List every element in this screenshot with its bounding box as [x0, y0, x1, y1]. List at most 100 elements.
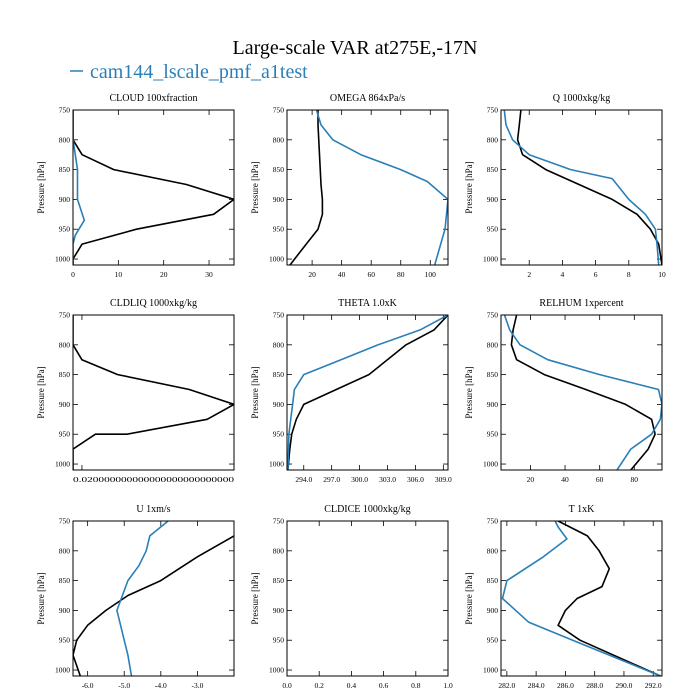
x-tick-label: -4.0	[155, 681, 167, 690]
y-tick-label: 850	[59, 165, 71, 174]
y-tick-label: 1000	[483, 255, 498, 264]
x-tick-label: 6	[594, 270, 598, 279]
x-tick-label: 10	[658, 270, 666, 279]
x-tick-label: 282.0	[498, 681, 515, 690]
series-line-blue	[503, 110, 660, 265]
series-line-blue	[73, 110, 86, 265]
x-tick-label: 100	[425, 270, 437, 279]
x-tick-label: 303.0	[379, 475, 396, 484]
x-tick-label: 0.8	[411, 681, 421, 690]
panel-title: THETA 1.0xK	[338, 298, 397, 309]
x-tick-label: 294.0	[295, 475, 312, 484]
x-tick-label: 20	[527, 475, 535, 484]
series-line-black	[73, 110, 234, 265]
y-tick-label: 800	[273, 546, 285, 555]
y-tick-label: 800	[487, 135, 499, 144]
x-tick-label: 309.0	[435, 475, 452, 484]
series-line-black	[287, 315, 448, 470]
x-tick-label: 0.6	[379, 681, 389, 690]
x-tick-label: 8	[627, 270, 631, 279]
y-tick-label: 800	[273, 340, 285, 349]
series-line-blue	[501, 521, 661, 676]
y-tick-label: 800	[487, 340, 499, 349]
y-tick-label: 950	[59, 636, 71, 645]
y-axis-label: Pressure [hPa]	[36, 572, 46, 624]
x-tick-label: 290.0	[616, 681, 633, 690]
y-tick-label: 900	[487, 606, 499, 615]
y-tick-label: 1000	[269, 666, 284, 675]
panel-title: RELHUM 1xpercent	[539, 298, 623, 309]
plot-frame	[500, 520, 663, 677]
y-axis-label: Pressure [hPa]	[464, 366, 474, 418]
y-tick-label: 1000	[55, 666, 70, 675]
series-line-blue	[116, 521, 169, 676]
y-tick-label: 1000	[269, 255, 284, 264]
y-tick-label: 900	[487, 400, 499, 409]
x-tick-label: 1.0	[443, 681, 453, 690]
y-tick-label: 900	[59, 606, 71, 615]
y-tick-label: 950	[273, 430, 285, 439]
panel-omega: OMEGA 864xPa/s Pressure [hPa] 750 800 850 900…	[250, 93, 449, 279]
plot-frame	[500, 109, 663, 266]
y-axis-label: Pressure [hPa]	[250, 366, 260, 418]
x-tick-label: 4	[561, 270, 565, 279]
panel-cloud: CLOUD 100xfraction Pressure [hPa] 750 800 85…	[36, 93, 235, 279]
legend-label: cam144_lscale_pmf_a1test	[90, 61, 308, 83]
plot-frame	[72, 314, 235, 471]
y-tick-label: 900	[59, 195, 71, 204]
plot-frame	[500, 314, 663, 471]
x-tick-label: 40	[561, 475, 569, 484]
x-tick-label: 80	[397, 270, 405, 279]
figure-title: Large-scale VAR at275E,-17N	[233, 37, 478, 59]
x-tick-label: 0.4	[347, 681, 357, 690]
x-tick-label: 0.2	[315, 681, 325, 690]
y-tick-label: 800	[273, 135, 285, 144]
y-tick-label: 750	[273, 517, 285, 526]
x-tick-label: -6.0	[82, 681, 94, 690]
y-tick-label: 1000	[55, 255, 70, 264]
panel-u: U 1xm/s Pressure [hPa] 750 800 850 900 950 1000…	[36, 504, 235, 690]
y-tick-label: 750	[59, 517, 71, 526]
y-tick-label: 750	[273, 106, 285, 115]
y-tick-label: 850	[59, 370, 71, 379]
legend: cam144_lscale_pmf_a1test	[70, 61, 308, 83]
y-tick-label: 850	[487, 576, 499, 585]
x-tick-label: 60	[367, 270, 375, 279]
panel-cldliq: CLDLIQ 1000xkg/kg Pressure [hPa] 750 800 850…	[36, 298, 235, 484]
x-tick-label: 288.0	[586, 681, 603, 690]
panel-title: U 1xm/s	[136, 504, 170, 515]
series-line-black	[73, 535, 234, 676]
y-tick-label: 750	[59, 311, 71, 320]
panel-title: CLDICE 1000xkg/kg	[324, 504, 410, 515]
x-tick-label: 297.0	[323, 475, 340, 484]
y-tick-label: 800	[59, 546, 71, 555]
y-tick-label: 850	[487, 370, 499, 379]
x-tick-label: -3.0	[191, 681, 203, 690]
y-tick-label: 900	[273, 400, 285, 409]
y-tick-label: 1000	[483, 666, 498, 675]
y-tick-label: 950	[273, 225, 285, 234]
x-tick-label: 300.0	[351, 475, 368, 484]
y-tick-label: 850	[273, 165, 285, 174]
x-tick-label: 0.0	[282, 681, 292, 690]
x-tick-label: 80	[631, 475, 639, 484]
series-line-black	[557, 521, 661, 676]
y-tick-label: 950	[487, 225, 499, 234]
x-tick-label: 60	[596, 475, 604, 484]
series-line-blue	[315, 110, 448, 265]
panel-title: Q 1000xkg/kg	[553, 93, 611, 104]
x-tick-label: 0.020000000000000000000000000	[73, 475, 234, 484]
y-axis-label: Pressure [hPa]	[250, 572, 260, 624]
y-axis-label: Pressure [hPa]	[464, 572, 474, 624]
x-tick-label: 30	[205, 270, 213, 279]
panel-title: T 1xK	[569, 504, 595, 515]
panel-theta: THETA 1.0xK Pressure [hPa] 750 800 850 900 950…	[250, 298, 452, 484]
y-axis-label: Pressure [hPa]	[36, 161, 46, 213]
y-tick-label: 1000	[483, 460, 498, 469]
panel-cldice: CLDICE 1000xkg/kg Pressure [hPa] 750 800 850…	[250, 504, 453, 690]
y-tick-label: 850	[487, 165, 499, 174]
y-tick-label: 1000	[55, 460, 70, 469]
y-axis-label: Pressure [hPa]	[250, 161, 260, 213]
plot-frame	[286, 520, 449, 677]
